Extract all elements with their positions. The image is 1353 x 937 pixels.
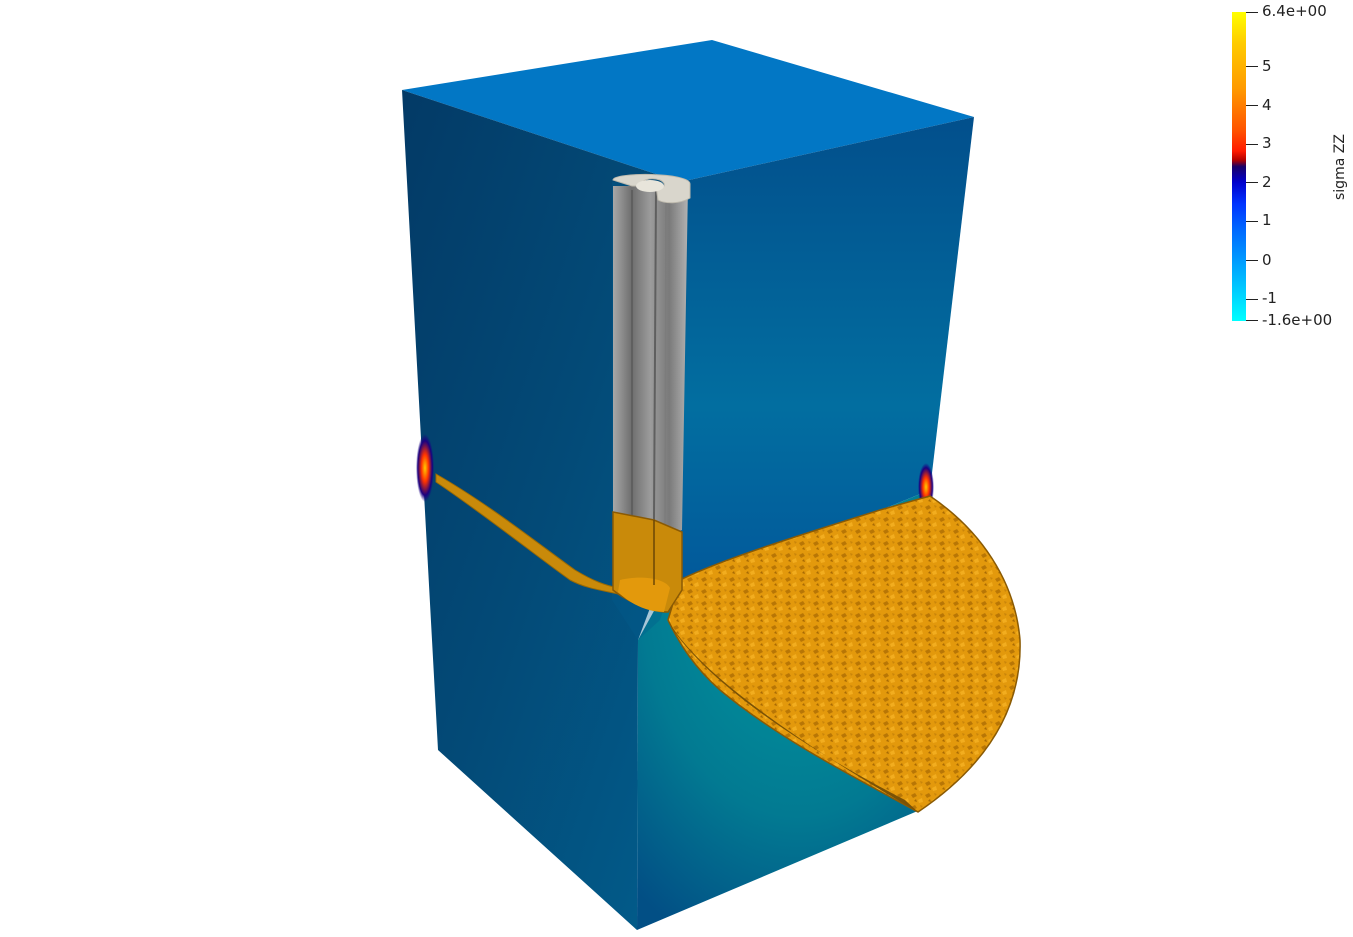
- colorbar-tick-label: 4: [1262, 96, 1272, 114]
- block-left-face: [402, 90, 680, 930]
- block-top-face: [402, 40, 974, 182]
- colorbar-tick-label: 2: [1262, 173, 1272, 191]
- wellbore-casing: [613, 186, 688, 540]
- casing-top: [612, 173, 691, 204]
- colorbar-min-label: -1.6e+00: [1262, 311, 1333, 329]
- colorbar-tick-label: 0: [1262, 251, 1272, 269]
- colorbar-tick-label: 1: [1262, 211, 1272, 229]
- colorbar-title: sigma ZZ: [1332, 134, 1348, 200]
- fracture-wing: [667, 495, 1021, 813]
- colorbar-tick-label: 3: [1262, 134, 1272, 152]
- stress-hotspot-left: [416, 434, 434, 502]
- colorbar-tick-label: -1: [1262, 289, 1277, 307]
- colorbar: [1232, 12, 1246, 321]
- colorbar-max-label: 6.4e+00: [1262, 2, 1327, 20]
- block-right-face: [660, 117, 974, 600]
- colorbar-tick-label: 5: [1262, 57, 1272, 75]
